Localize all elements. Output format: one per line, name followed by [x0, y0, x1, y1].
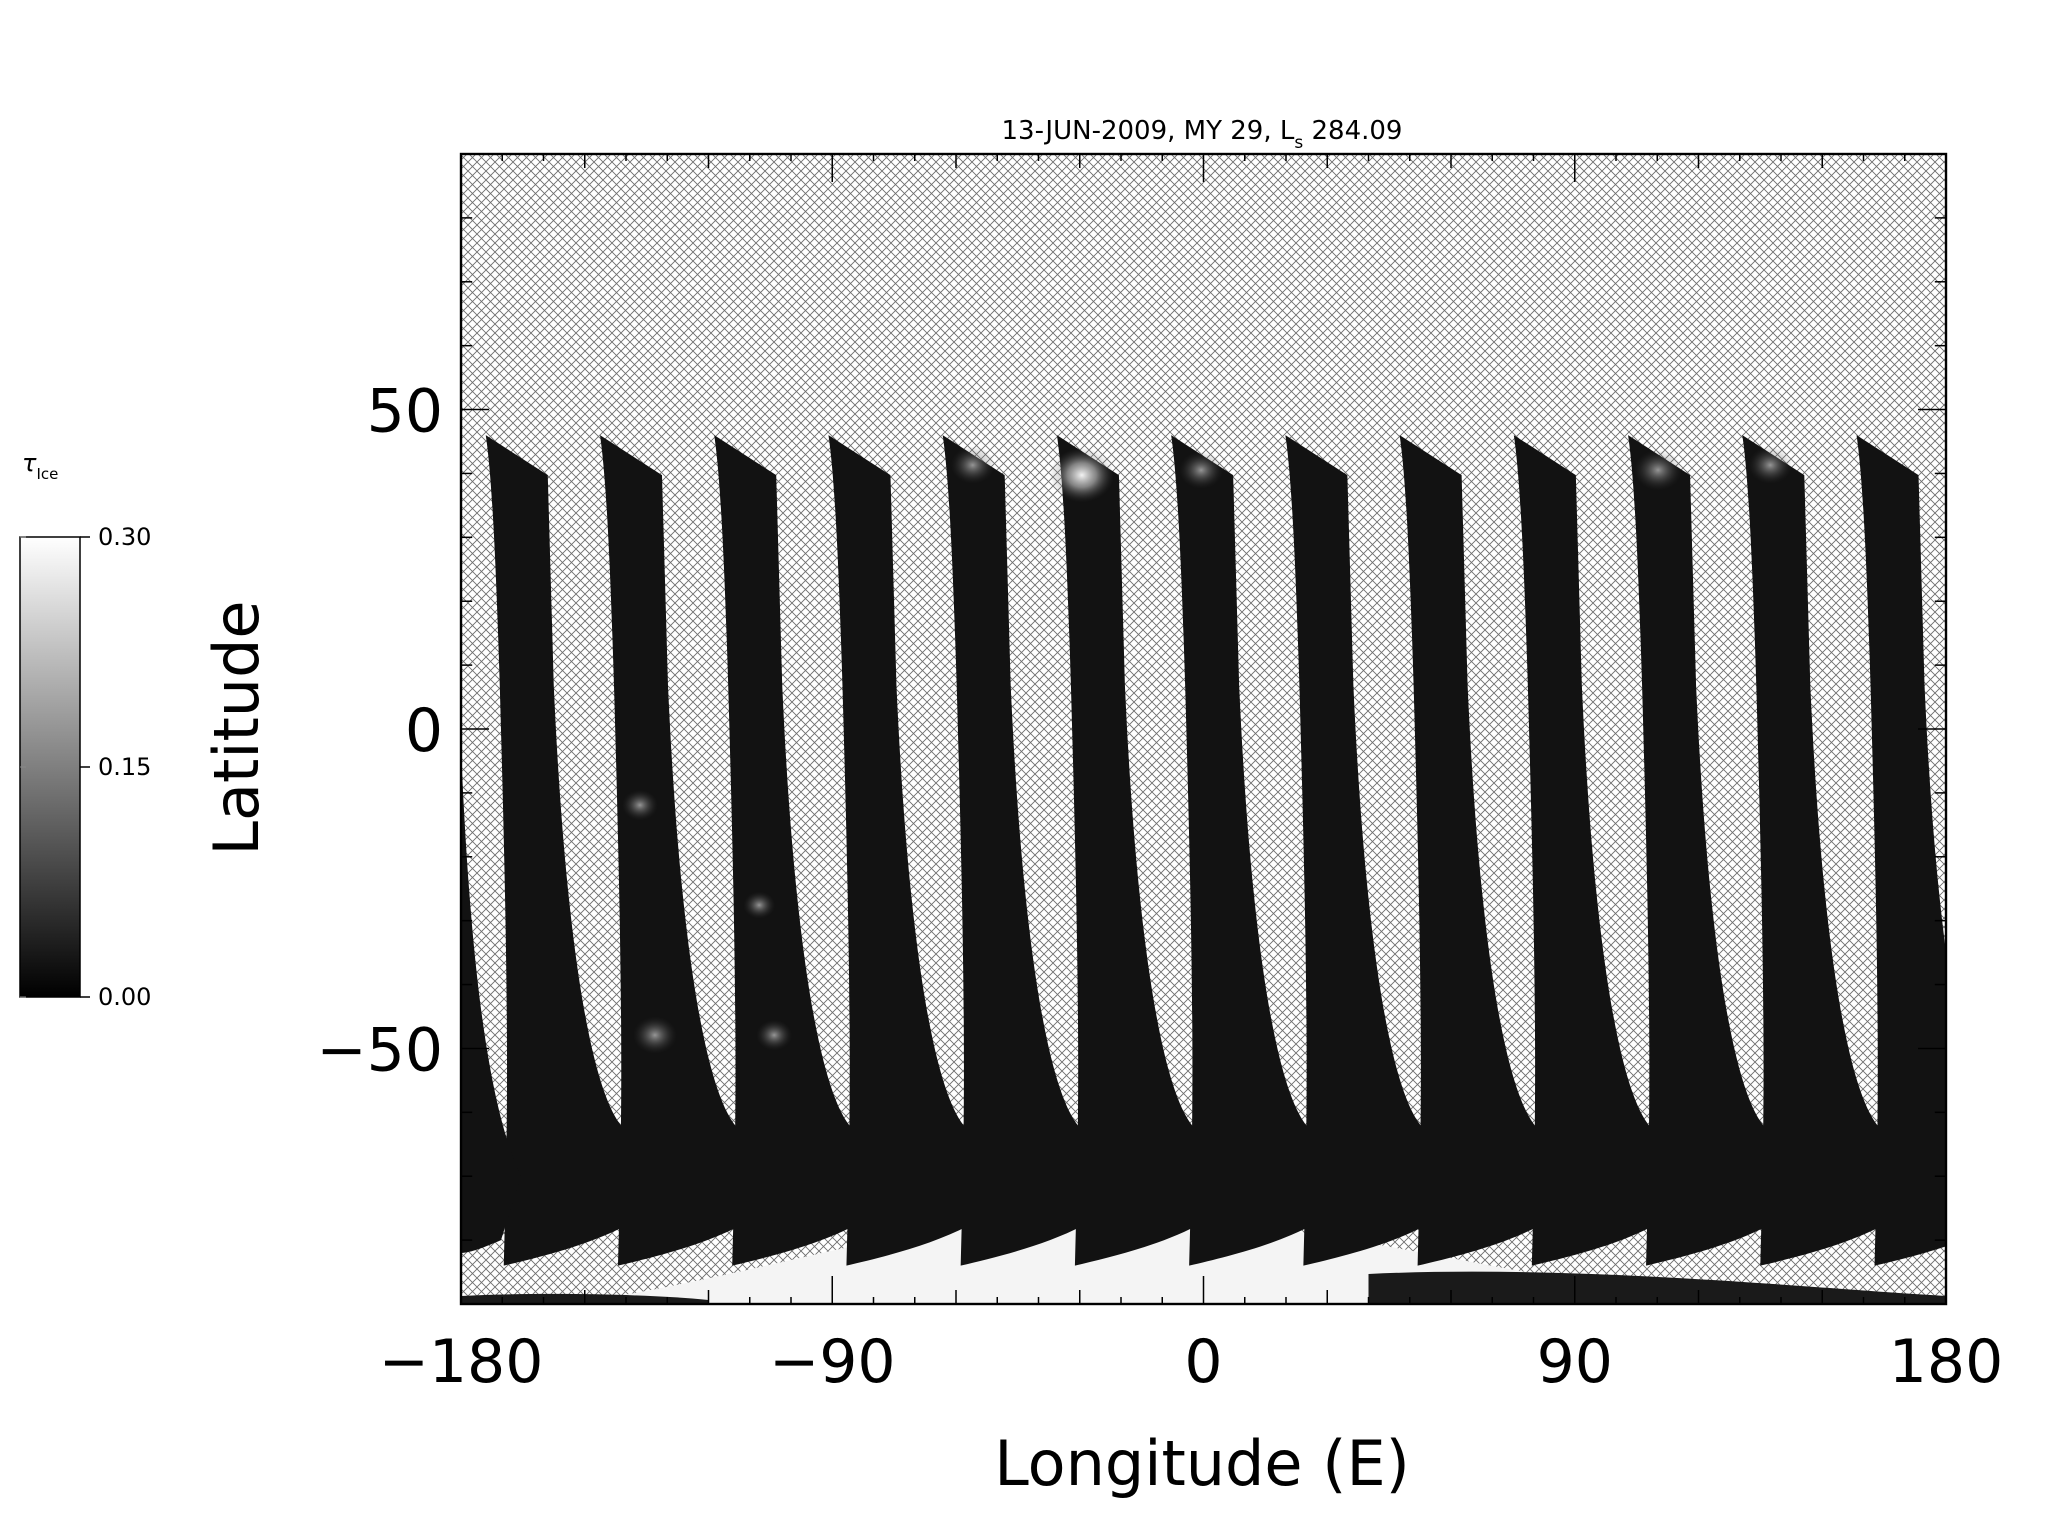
y-tick-label: −50 — [316, 1015, 443, 1085]
ice-cloud-spot — [1049, 447, 1114, 503]
x-axis-label: Longitude (E) — [994, 1427, 1410, 1500]
colorbar-tick-label: 0.30 — [98, 523, 151, 551]
orbit-swath — [1171, 435, 1324, 1266]
axis-ticks — [460, 153, 1947, 1305]
x-tick-label: −90 — [769, 1327, 896, 1397]
x-tick-label: 0 — [1184, 1327, 1222, 1397]
ice-cloud-spot — [632, 1016, 677, 1054]
ice-cloud-spot — [756, 1019, 793, 1051]
ice-cloud-spot — [950, 446, 995, 484]
y-tick-label: 0 — [405, 696, 443, 766]
orbit-swath — [1056, 435, 1209, 1266]
colorbar — [19, 536, 81, 998]
orbit-swath — [1856, 435, 1946, 1266]
orbit-swath — [1628, 435, 1781, 1266]
orbit-swath — [942, 435, 1095, 1266]
x-tick-label: −180 — [379, 1327, 544, 1397]
x-tick-label: 180 — [1889, 1327, 2004, 1397]
orbit-swath — [1285, 435, 1438, 1266]
orbit-swath — [1742, 435, 1895, 1266]
ice-cloud-spot — [743, 891, 776, 919]
ice-cloud-spot — [1634, 449, 1683, 491]
ice-cloud-spot — [1179, 451, 1224, 489]
x-tick-label: 90 — [1537, 1327, 1613, 1397]
ice-cloud-spot — [621, 789, 658, 821]
y-tick-labels: −50 0 50 — [316, 377, 443, 1086]
orbit-swath — [714, 435, 867, 1266]
colorbar-tick-label: 0.00 — [98, 983, 151, 1011]
orbit-swath — [599, 435, 752, 1266]
orbit-swath — [828, 435, 981, 1266]
ice-cloud-spot — [1748, 446, 1793, 484]
orbit-swath — [1513, 435, 1666, 1266]
chart-title: 13-JUN-2009, MY 29, Ls 284.09 — [1002, 116, 1403, 153]
colorbar-label: τIce — [22, 449, 58, 483]
y-axis-label: Latitude — [200, 600, 273, 855]
colorbar-tick-label: 0.15 — [98, 753, 151, 781]
colorbar-ticks: 0.00 0.15 0.30 — [20, 523, 151, 1011]
orbit-swath — [485, 435, 638, 1266]
x-tick-labels: −180 −90 0 90 180 — [379, 1327, 2004, 1397]
y-tick-label: 50 — [367, 377, 443, 447]
polar-dark-band — [1368, 1271, 1946, 1304]
orbit-swath-partial — [461, 748, 521, 1253]
swath-layer — [461, 435, 1946, 1304]
orbit-swath — [1399, 435, 1552, 1266]
